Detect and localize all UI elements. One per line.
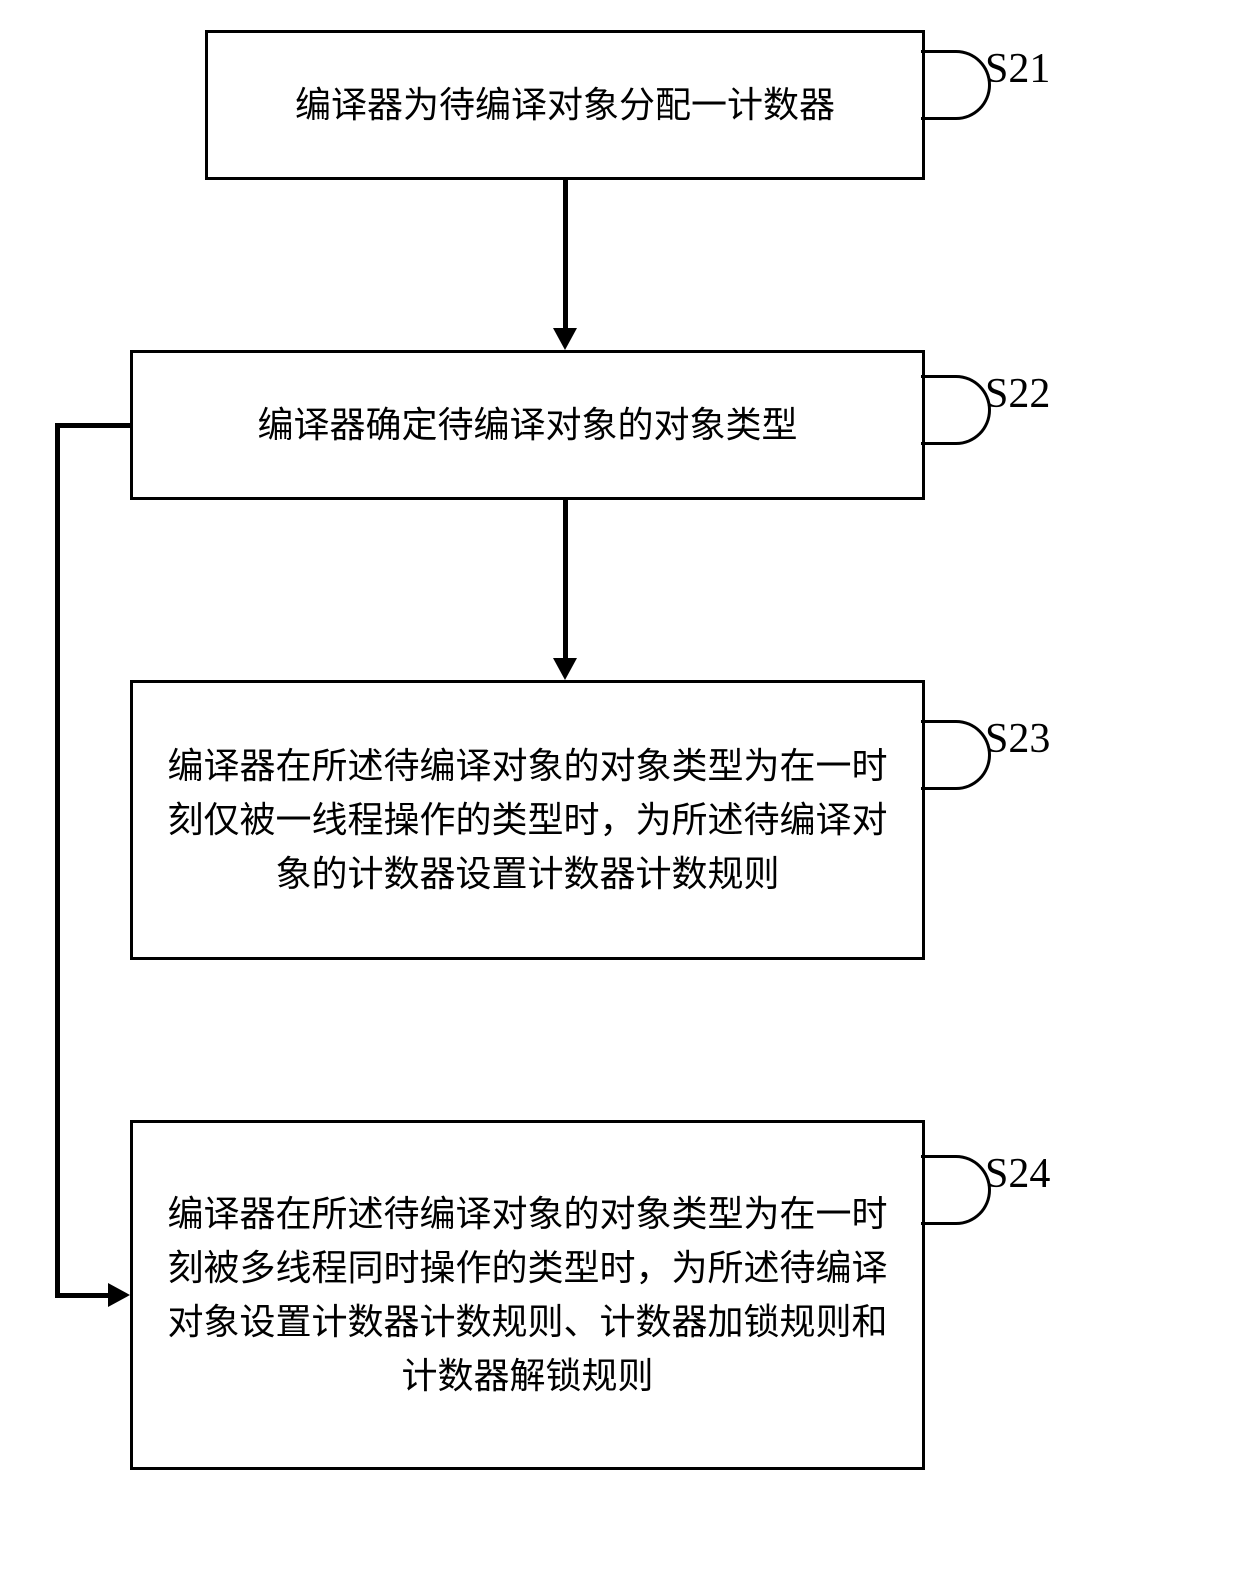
arrowhead: [553, 328, 577, 350]
label-connector: [921, 1155, 991, 1225]
edge-n2-n4-seg2: [55, 423, 60, 1298]
step-label-s24: S24: [985, 1150, 1050, 1198]
step-label-s21: S21: [985, 45, 1050, 93]
flowchart-node-s21: 编译器为待编译对象分配一计数器: [205, 30, 925, 180]
edge-n2-n3: [563, 500, 568, 660]
node-text: 编译器确定待编译对象的对象类型: [257, 398, 797, 452]
node-text: 编译器在所述待编译对象的对象类型为在一时刻被多线程同时操作的类型时，为所述待编译…: [163, 1187, 892, 1403]
flowchart-node-s24: 编译器在所述待编译对象的对象类型为在一时刻被多线程同时操作的类型时，为所述待编译…: [130, 1120, 925, 1470]
edge-n1-n2: [563, 180, 568, 330]
flowchart-node-s23: 编译器在所述待编译对象的对象类型为在一时刻仅被一线程操作的类型时，为所述待编译对…: [130, 680, 925, 960]
node-text: 编译器在所述待编译对象的对象类型为在一时刻仅被一线程操作的类型时，为所述待编译对…: [163, 739, 892, 901]
flowchart-node-s22: 编译器确定待编译对象的对象类型: [130, 350, 925, 500]
edge-n2-n4-seg3: [55, 1293, 110, 1298]
arrowhead: [553, 658, 577, 680]
arrowhead: [108, 1283, 130, 1307]
label-connector: [921, 375, 991, 445]
label-connector: [921, 720, 991, 790]
edge-n2-n4-seg1: [55, 423, 130, 428]
step-label-s23: S23: [985, 715, 1050, 763]
step-label-s22: S22: [985, 370, 1050, 418]
label-connector: [921, 50, 991, 120]
node-text: 编译器为待编译对象分配一计数器: [295, 78, 835, 132]
